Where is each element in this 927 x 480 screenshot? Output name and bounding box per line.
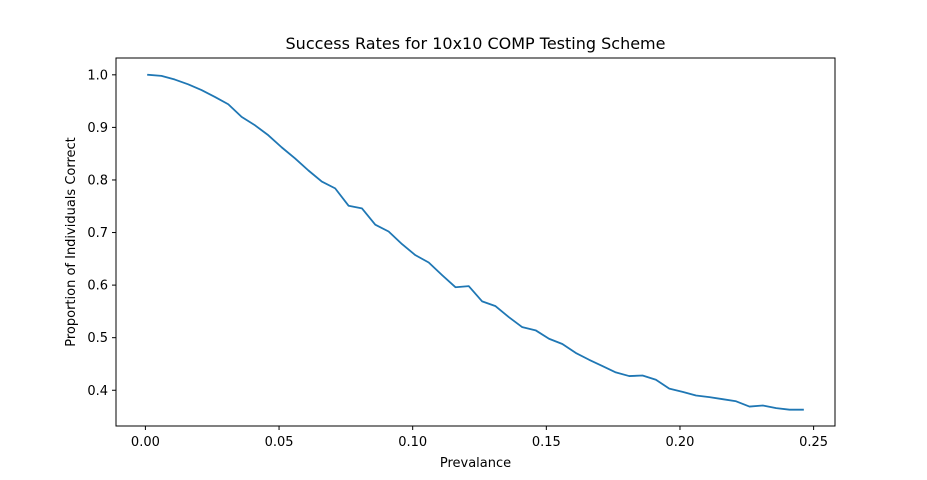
y-tick-label: 0.9 — [87, 121, 108, 136]
x-tick-label: 0.05 — [265, 435, 294, 450]
x-tick-label: 0.00 — [131, 435, 160, 450]
series-line — [147, 73, 804, 411]
y-tick-label: 0.4 — [87, 384, 108, 399]
plot-area — [147, 73, 804, 411]
plot-frame — [115, 57, 836, 427]
x-tick-label: 0.15 — [532, 435, 561, 450]
y-tick-label: 0.8 — [87, 173, 108, 188]
y-tick-label: 1.0 — [87, 68, 108, 83]
y-tick-label: 0.6 — [87, 279, 108, 294]
chart-title: Success Rates for 10x10 COMP Testing Sch… — [286, 34, 666, 53]
x-tick-label: 0.20 — [665, 435, 694, 450]
x-tick-label: 0.25 — [799, 435, 828, 450]
y-tick-label: 0.7 — [87, 226, 108, 241]
x-axis-label: Prevalance — [440, 456, 511, 471]
y-axis: 0.4 0.5 0.6 0.7 0.8 0.9 1.0 — [87, 68, 116, 399]
x-tick-label: 0.10 — [398, 435, 427, 450]
y-tick-label: 0.5 — [87, 331, 108, 346]
x-axis: 0.00 0.05 0.10 0.15 0.20 0.25 — [131, 426, 828, 450]
y-axis-label: Proportion of Individuals Correct — [64, 137, 79, 347]
